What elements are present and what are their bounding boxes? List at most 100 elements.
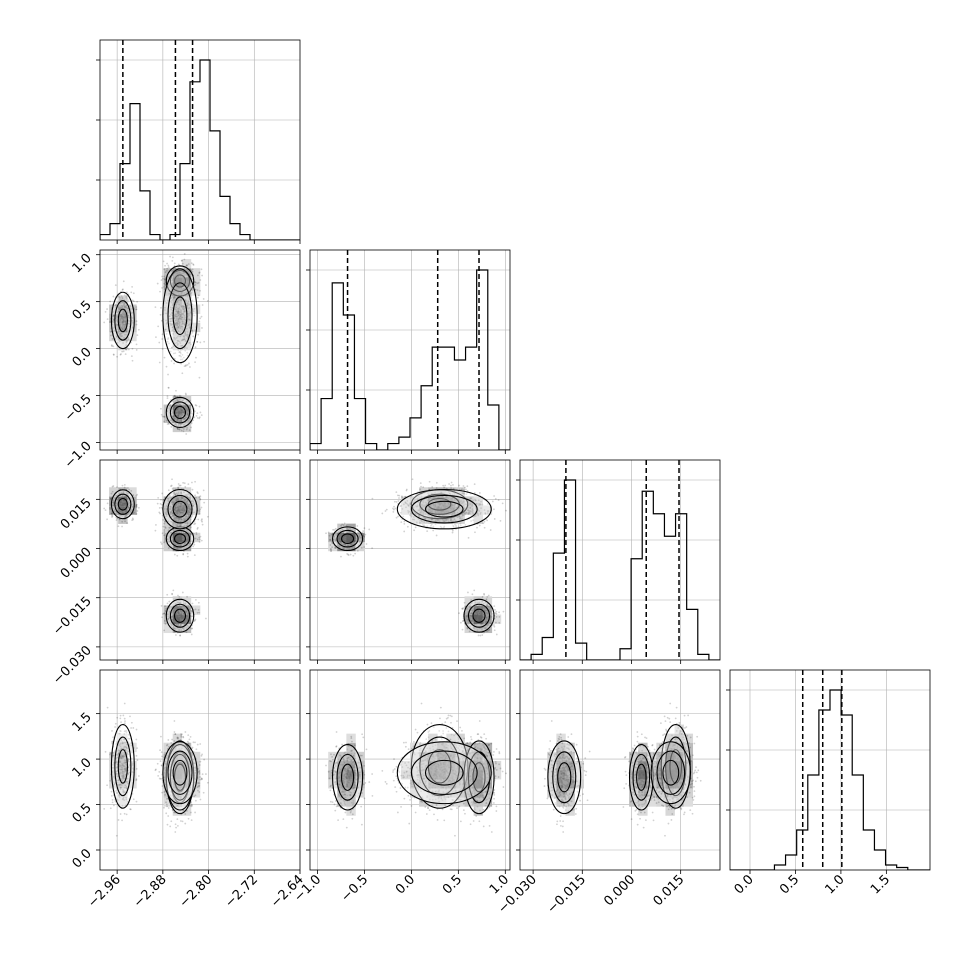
sample-point bbox=[176, 287, 179, 290]
sample-point bbox=[135, 349, 138, 351]
sample-point bbox=[178, 283, 180, 286]
sample-point bbox=[171, 524, 174, 526]
density-cell bbox=[190, 286, 201, 296]
sample-point bbox=[119, 335, 122, 338]
sample-point bbox=[173, 517, 176, 520]
density-cell bbox=[181, 331, 192, 342]
sample-point bbox=[123, 306, 126, 308]
sample-point bbox=[181, 507, 184, 510]
sample-point bbox=[179, 535, 181, 538]
sample-point bbox=[123, 504, 125, 506]
sample-point bbox=[186, 284, 189, 287]
sample-point bbox=[176, 548, 179, 551]
sample-point bbox=[192, 532, 195, 535]
sample-point bbox=[182, 288, 185, 291]
sample-point bbox=[195, 496, 197, 499]
sample-point bbox=[188, 312, 190, 315]
sample-point bbox=[179, 534, 182, 537]
sample-point bbox=[173, 317, 176, 320]
sample-point bbox=[184, 291, 187, 294]
sample-point bbox=[201, 327, 203, 329]
sample-point bbox=[186, 412, 189, 415]
sample-point bbox=[176, 280, 179, 283]
sample-point bbox=[129, 510, 132, 513]
sample-point bbox=[176, 344, 179, 347]
sample-point bbox=[180, 292, 183, 294]
sample-point bbox=[177, 263, 180, 266]
sample-point bbox=[186, 295, 189, 298]
sample-point bbox=[182, 278, 185, 281]
sample-point bbox=[182, 334, 185, 337]
sample-point bbox=[171, 503, 174, 506]
sample-point bbox=[123, 486, 126, 489]
sample-point bbox=[126, 522, 129, 524]
sample-point bbox=[185, 539, 188, 542]
sample-point bbox=[176, 610, 179, 613]
sample-point bbox=[164, 328, 167, 331]
sample-point bbox=[183, 607, 186, 609]
sample-point bbox=[120, 317, 123, 320]
sample-point bbox=[186, 279, 189, 282]
sample-point bbox=[161, 286, 163, 289]
sample-point bbox=[178, 614, 181, 616]
sample-point bbox=[182, 510, 185, 513]
sample-point bbox=[164, 271, 167, 274]
sample-point bbox=[182, 409, 185, 412]
sample-point bbox=[172, 610, 174, 613]
sample-point bbox=[182, 338, 185, 341]
sample-point bbox=[173, 423, 176, 426]
sample-point bbox=[183, 628, 185, 631]
sample-point bbox=[171, 501, 174, 504]
sample-point bbox=[182, 605, 184, 608]
sample-point bbox=[188, 307, 191, 309]
sample-point bbox=[135, 320, 138, 323]
sample-point bbox=[125, 295, 128, 297]
sample-point bbox=[123, 304, 126, 307]
sample-point bbox=[165, 333, 168, 335]
sample-point bbox=[177, 327, 180, 329]
sample-point bbox=[174, 323, 177, 325]
sample-point bbox=[172, 284, 175, 287]
sample-point bbox=[175, 321, 178, 324]
sample-point bbox=[130, 490, 133, 492]
sample-point bbox=[182, 411, 185, 413]
sample-point bbox=[127, 502, 130, 505]
sample-point bbox=[176, 547, 179, 550]
sample-point bbox=[127, 336, 129, 339]
density-cell bbox=[127, 313, 137, 324]
sample-point bbox=[176, 420, 179, 422]
sample-point bbox=[121, 503, 124, 506]
sample-point bbox=[111, 485, 114, 488]
density-cell bbox=[190, 505, 201, 515]
sample-point bbox=[171, 283, 174, 285]
sample-point bbox=[184, 498, 187, 501]
sample-point bbox=[112, 321, 114, 323]
sample-point bbox=[123, 503, 125, 505]
sample-point bbox=[173, 405, 176, 407]
sample-point bbox=[127, 506, 130, 509]
sample-point bbox=[175, 516, 178, 519]
sample-point bbox=[179, 410, 182, 413]
sample-point bbox=[127, 348, 130, 351]
sample-point bbox=[185, 626, 188, 629]
sample-point bbox=[116, 493, 119, 496]
sample-point bbox=[393, 505, 395, 508]
sample-point bbox=[126, 513, 129, 516]
sample-point bbox=[178, 420, 181, 423]
sample-point bbox=[170, 485, 172, 488]
sample-point bbox=[178, 272, 181, 275]
sample-point bbox=[188, 273, 191, 275]
sample-point bbox=[160, 498, 162, 501]
sample-point bbox=[186, 280, 189, 282]
sample-point bbox=[182, 313, 185, 316]
sample-point bbox=[181, 619, 184, 622]
sample-point bbox=[181, 509, 184, 512]
sample-point bbox=[175, 539, 178, 541]
sample-point bbox=[188, 326, 191, 329]
y-tick-label: −0.5 bbox=[62, 392, 95, 425]
sample-point bbox=[128, 305, 131, 307]
sample-point bbox=[174, 279, 177, 282]
sample-point bbox=[181, 622, 184, 625]
sample-point bbox=[174, 417, 176, 420]
density-cell bbox=[109, 322, 119, 333]
